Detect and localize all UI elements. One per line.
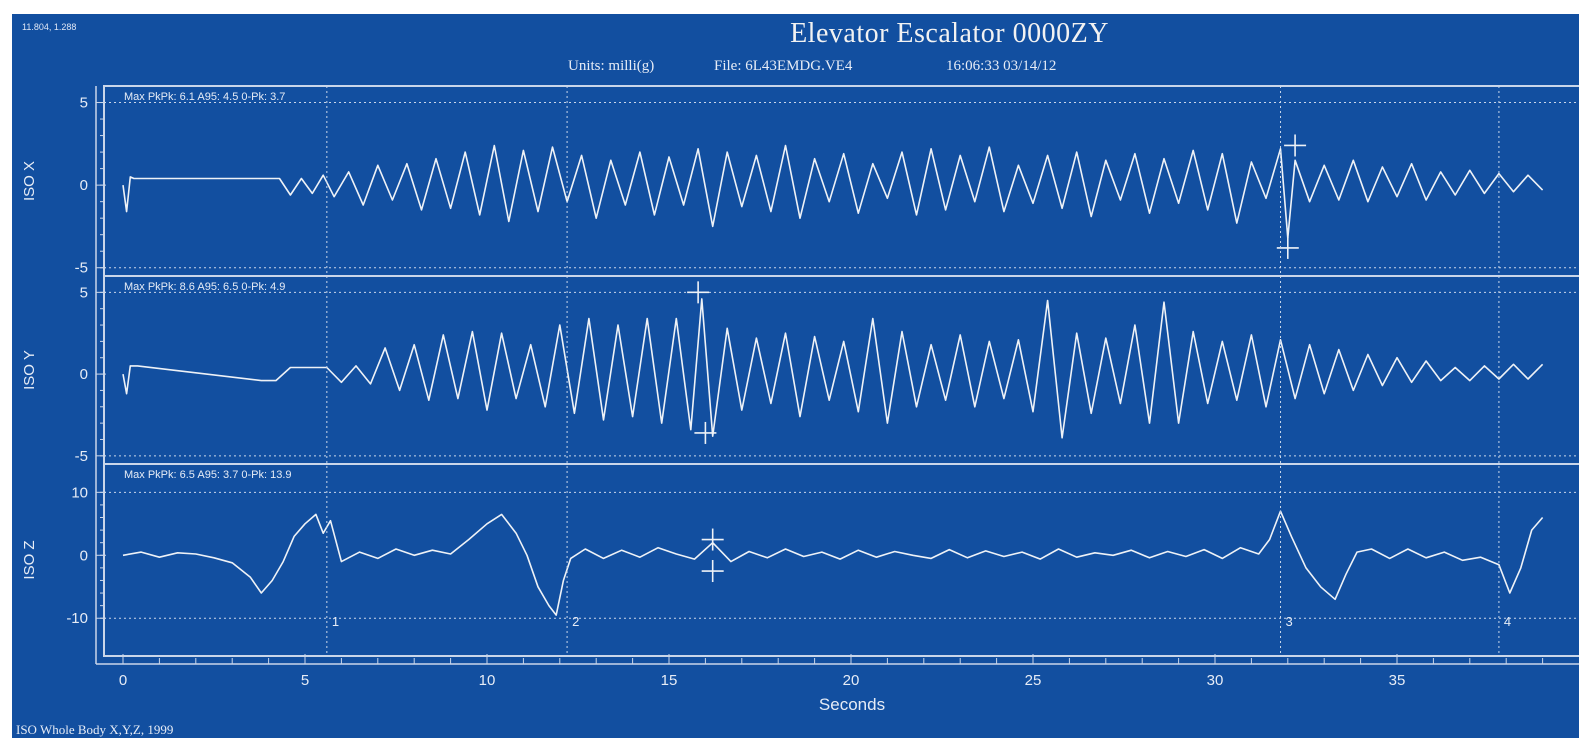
chart-svg: 5 0 -5 ISO X Max PkPk: 6.1 A95: 4.5 0-Pk: 3.… xyxy=(21,85,1579,714)
x-tick-label: 25 xyxy=(1025,672,1042,689)
panel-stats: Max PkPk: 6.1 A95: 4.5 0-Pk: 3.7 xyxy=(124,91,285,103)
y-tick-label: 0 xyxy=(80,177,88,194)
file-label: File: 6L43EMDG.VE4 xyxy=(714,58,853,74)
x-tick-label: 15 xyxy=(661,672,678,689)
footer-label: ISO Whole Body X,Y,Z, 1999 xyxy=(16,722,174,737)
x-tick-label: 30 xyxy=(1207,672,1224,689)
chart-title: Elevator Escalator 0000ZY xyxy=(790,18,1109,49)
series-line-iso-z xyxy=(122,510,1544,616)
x-tick-label: 5 xyxy=(301,672,309,689)
y-tick-label: 0 xyxy=(80,547,88,564)
event-marker-label: 2 xyxy=(572,614,579,629)
x-tick-label: 10 xyxy=(479,672,496,689)
x-tick-label: 0 xyxy=(119,672,127,689)
event-marker-label: 4 xyxy=(1504,614,1511,629)
panel-stats: Max PkPk: 6.5 A95: 3.7 0-Pk: 13.9 xyxy=(124,469,292,481)
units-label: Units: milli(g) xyxy=(568,58,655,74)
panel-iso-y: 5 0 -5 ISO Y Max PkPk: 8.6 A95: 6.5 0-Pk: 4.… xyxy=(21,281,1579,465)
y-tick-label: 10 xyxy=(71,484,88,501)
event-marker-label: 3 xyxy=(1286,614,1293,629)
y-tick-label: 5 xyxy=(80,284,88,301)
x-tick-label: 20 xyxy=(843,672,860,689)
y-tick-label: 0 xyxy=(80,366,88,383)
y-axis-label: ISO Z xyxy=(21,540,38,579)
timestamp-label: 16:06:33 03/14/12 xyxy=(946,58,1057,74)
y-axis-label: ISO Y xyxy=(21,350,38,390)
chart-window: 5 0 -5 ISO X Max PkPk: 6.1 A95: 4.5 0-Pk: 3.… xyxy=(12,14,1579,738)
panel-iso-z: 10 0 -10 ISO Z Max PkPk: 6.5 A95: 3.7 0-Pk: … xyxy=(21,469,1579,657)
panel-iso-x: 5 0 -5 ISO X Max PkPk: 6.1 A95: 4.5 0-Pk: 3.… xyxy=(21,91,1579,277)
y-tick-label: -5 xyxy=(75,448,88,465)
series-line-iso-x xyxy=(122,144,1544,239)
x-tick-label: 35 xyxy=(1389,672,1406,689)
y-axis-label: ISO X xyxy=(21,161,38,201)
series-line-iso-y xyxy=(122,298,1544,439)
event-marker-label: 1 xyxy=(332,614,339,629)
y-tick-label: -10 xyxy=(66,610,88,627)
x-axis-label: Seconds xyxy=(819,695,885,714)
coordinate-readout: 11.804, 1.288 xyxy=(22,22,77,32)
y-tick-label: 5 xyxy=(80,95,88,112)
y-tick-label: -5 xyxy=(75,260,88,277)
panel-stats: Max PkPk: 8.6 A95: 6.5 0-Pk: 4.9 xyxy=(124,281,285,293)
